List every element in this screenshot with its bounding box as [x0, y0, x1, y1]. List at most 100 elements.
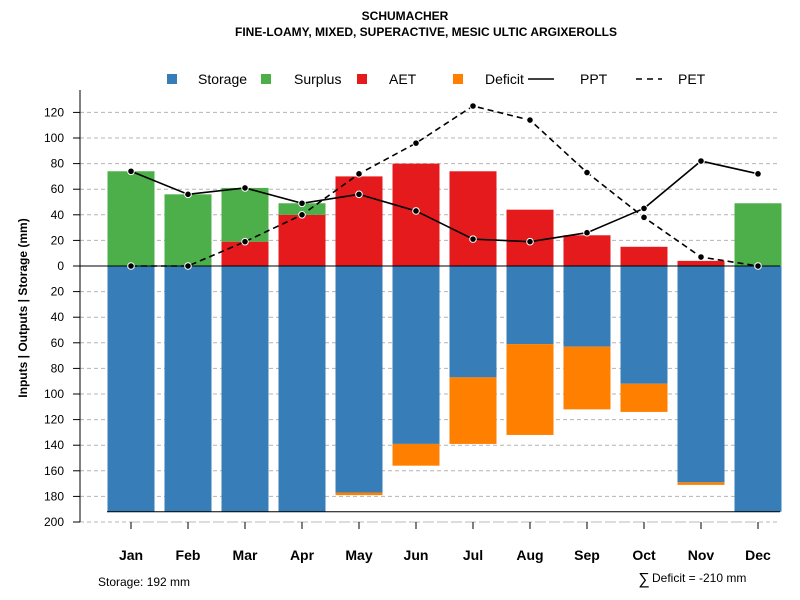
legend-label-surplus: Surplus — [294, 71, 341, 87]
aet-bar — [449, 171, 497, 266]
pet-point — [412, 139, 420, 147]
legend-label-deficit: Deficit — [485, 71, 524, 87]
legend-label-ppt: PPT — [580, 71, 608, 87]
ppt-point — [469, 235, 477, 243]
ppt-point — [355, 190, 363, 199]
bars — [80, 163, 782, 513]
legend-swatch-surplus — [261, 74, 271, 84]
storage-bar — [335, 266, 383, 493]
surplus-bar — [734, 203, 782, 266]
legend-swatch-aet — [357, 74, 367, 84]
ppt-point — [754, 170, 762, 178]
legend-swatch-storage — [167, 74, 177, 84]
deficit-annotation: Deficit = -210 mm — [652, 571, 746, 585]
storage-bar — [620, 266, 668, 384]
y-tick-label: 100 — [44, 131, 64, 145]
x-tick-label: Feb — [176, 547, 201, 563]
storage-bar — [221, 266, 269, 512]
y-tick-label: 100 — [44, 387, 64, 401]
pet-point — [241, 237, 249, 246]
ppt-point — [298, 199, 306, 208]
lines — [127, 102, 762, 270]
y-tick-label: 120 — [44, 105, 64, 119]
x-tick-label: Dec — [745, 547, 771, 563]
legend-label-storage: Storage — [198, 71, 247, 87]
ppt-point — [184, 190, 192, 199]
y-tick-label: 40 — [51, 208, 65, 222]
y-tick-label: 180 — [44, 489, 64, 503]
surplus-bar — [107, 171, 155, 266]
aet-bar — [335, 176, 383, 266]
x-ticks: Jan Feb Mar Apr May Jun Jul Aug Sep Oct Nov Dec — [119, 521, 771, 563]
legend-swatch-deficit — [453, 74, 463, 84]
aet-bar — [563, 235, 611, 266]
deficit-bar — [335, 492, 383, 496]
y-axis-label: Inputs | Outputs | Storage (mm) — [16, 218, 30, 397]
pet-point — [526, 116, 534, 124]
ppt-point — [583, 228, 591, 237]
chart-title: SCHUMACHER — [362, 9, 449, 23]
x-tick-label: Aug — [516, 547, 543, 563]
y-tick-label: 60 — [51, 182, 65, 196]
ppt-point — [640, 204, 648, 213]
pet-point — [754, 262, 762, 270]
chart-subtitle: FINE-LOAMY, MIXED, SUPERACTIVE, MESIC UL… — [235, 25, 617, 39]
y-tick-label: 80 — [51, 361, 65, 375]
ppt-point — [127, 167, 135, 176]
x-tick-label: Nov — [688, 547, 715, 563]
deficit-bar — [449, 377, 497, 444]
surplus-bar — [164, 194, 212, 266]
x-tick-label: Apr — [290, 547, 315, 563]
ppt-point — [697, 157, 705, 165]
storage-bar — [506, 266, 554, 345]
pet-point — [184, 262, 192, 270]
aet-bar — [677, 260, 725, 266]
y-tick-label: 40 — [51, 310, 65, 324]
y-tick-label: 80 — [51, 157, 65, 171]
storage-bar — [677, 266, 725, 483]
deficit-bar — [392, 443, 440, 466]
aet-bar — [620, 246, 668, 266]
y-tick-label: 160 — [44, 464, 64, 478]
deficit-bar — [677, 482, 725, 485]
pet-point — [640, 213, 648, 222]
y-ticks: 1201008060402002040608010012014016018020… — [44, 105, 80, 529]
ppt-point — [526, 237, 534, 246]
pet-point — [298, 211, 306, 219]
pet-point — [127, 262, 135, 270]
storage-bar — [107, 266, 155, 512]
legend-label-aet: AET — [389, 71, 417, 87]
surplus-bar — [221, 187, 269, 242]
y-tick-label: 200 — [44, 515, 64, 529]
aet-bar — [506, 209, 554, 266]
legend-label-pet: PET — [678, 71, 706, 87]
storage-annotation: Storage: 192 mm — [98, 575, 190, 589]
y-tick-label: 120 — [44, 413, 64, 427]
ppt-point — [412, 207, 420, 215]
aet-bar — [221, 241, 269, 266]
storage-bar — [392, 266, 440, 444]
legend: Storage Surplus AET Deficit PPT PET — [167, 71, 706, 87]
x-tick-label: Mar — [233, 547, 258, 563]
sum-symbol: ∑ — [638, 571, 649, 588]
ppt-point — [241, 184, 249, 192]
storage-bar — [164, 266, 212, 512]
storage-bar — [449, 266, 497, 378]
y-tick-label: 0 — [57, 259, 64, 273]
y-tick-label: 20 — [51, 233, 65, 247]
ppt-line — [130, 160, 759, 243]
pet-point — [697, 253, 705, 261]
pet-point — [583, 168, 591, 177]
aet-bar — [278, 214, 326, 266]
storage-bar — [734, 266, 782, 512]
pet-point — [469, 102, 477, 110]
storage-bar — [278, 266, 326, 512]
aet-bar — [392, 163, 440, 266]
x-tick-label: May — [345, 547, 372, 563]
x-tick-label: Oct — [632, 547, 656, 563]
y-tick-label: 20 — [51, 285, 65, 299]
pet-line — [131, 105, 759, 267]
deficit-bar — [506, 344, 554, 435]
y-tick-label: 60 — [51, 336, 65, 350]
